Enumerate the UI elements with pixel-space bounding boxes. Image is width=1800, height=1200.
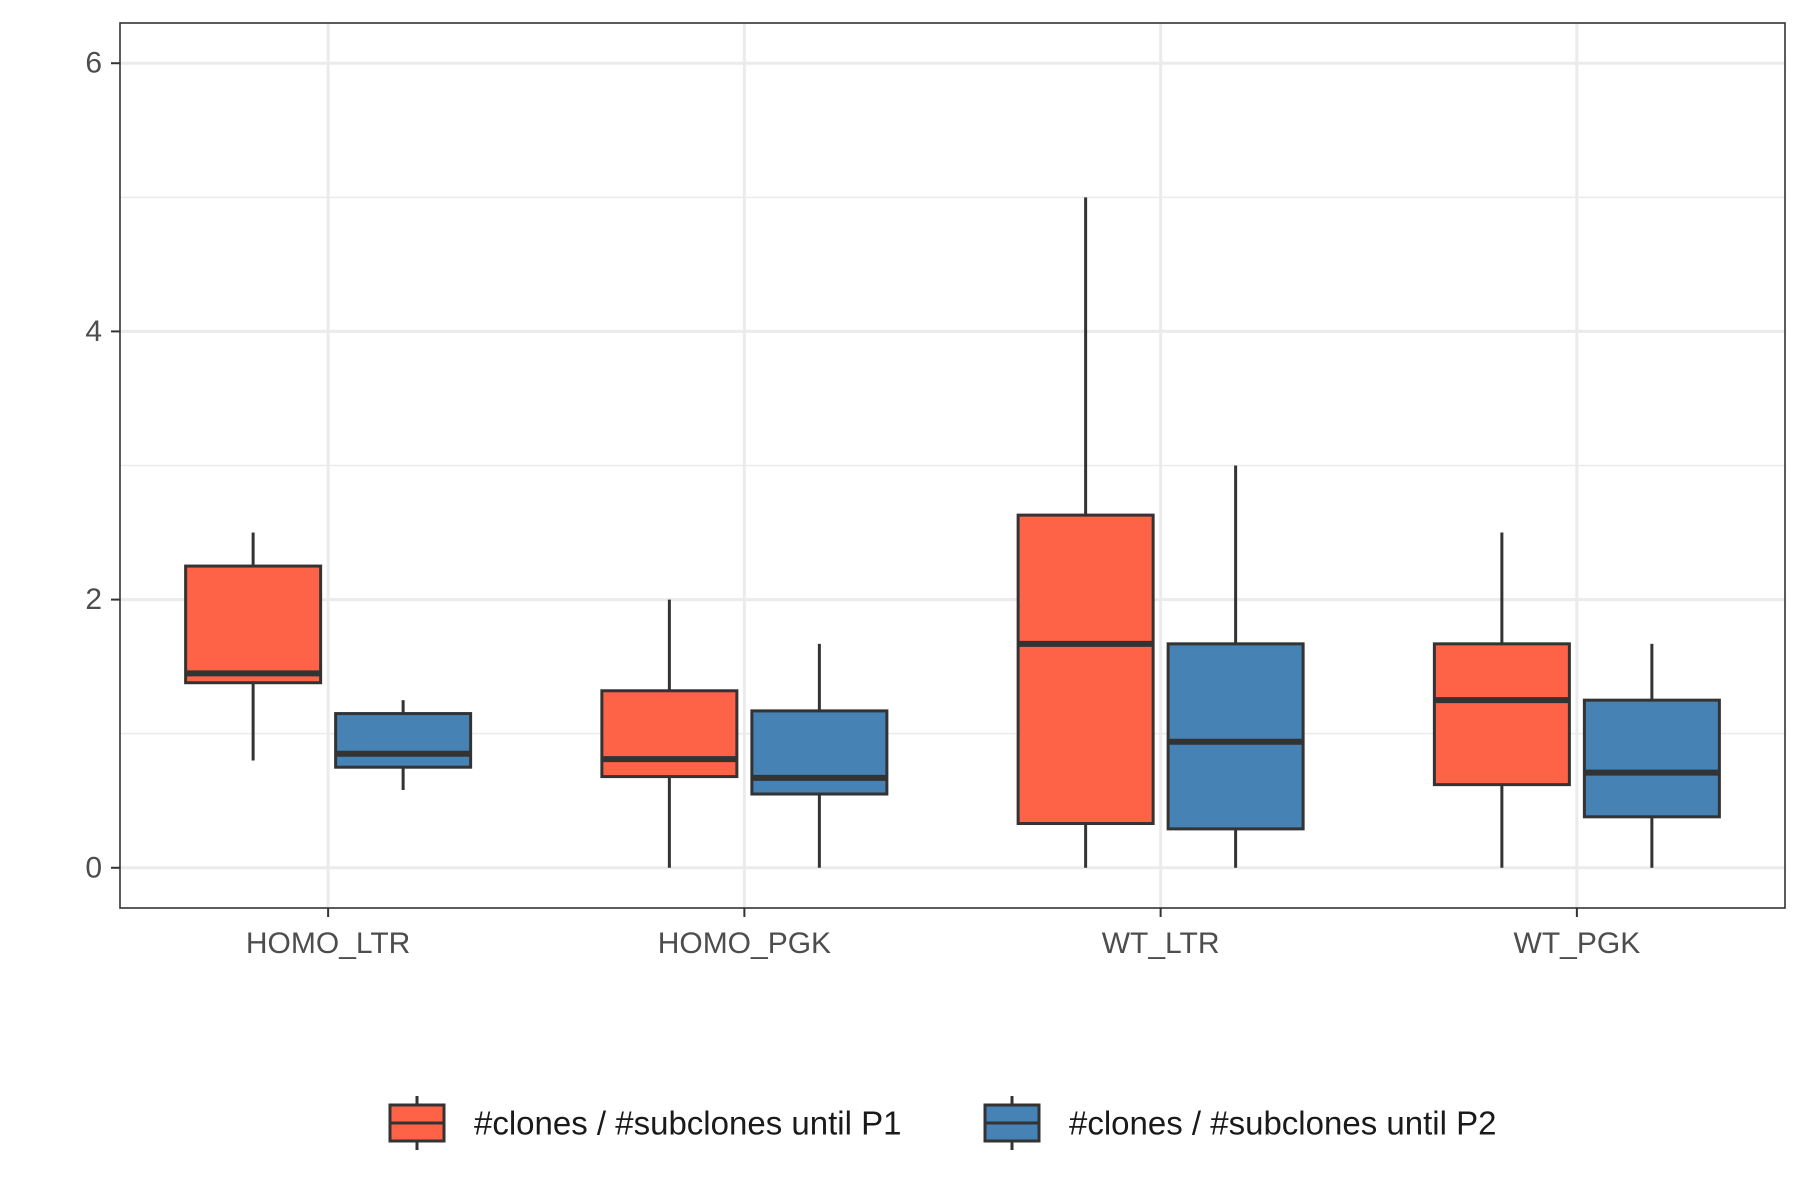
legend-label: #clones / #subclones until P2 bbox=[1069, 1105, 1496, 1142]
box-HOMO_LTR-series-1 bbox=[184, 532, 323, 761]
box-body bbox=[334, 712, 473, 769]
box-body bbox=[1016, 513, 1155, 826]
box-body bbox=[1432, 642, 1571, 787]
y-tick-label: 6 bbox=[85, 47, 102, 80]
box-WT_LTR-series-1 bbox=[1016, 197, 1155, 868]
x-tick-label: WT_LTR bbox=[1102, 927, 1220, 960]
panel-border bbox=[119, 22, 1786, 909]
grid bbox=[120, 23, 1785, 908]
y-tick-label: 0 bbox=[85, 851, 102, 884]
legend-label: #clones / #subclones until P1 bbox=[474, 1105, 901, 1142]
box-HOMO_PGK-series-1 bbox=[600, 599, 739, 868]
y-tick-label: 4 bbox=[85, 315, 102, 348]
x-tick-label: HOMO_PGK bbox=[658, 927, 831, 960]
legend-item-1: #clones / #subclones until P1 bbox=[388, 1096, 901, 1150]
legend-item-2: #clones / #subclones until P2 bbox=[983, 1096, 1496, 1150]
box-WT_PGK-series-1 bbox=[1432, 532, 1571, 868]
box-body bbox=[1166, 642, 1305, 831]
x-tick-label: WT_PGK bbox=[1514, 927, 1641, 960]
box-HOMO_LTR-series-2 bbox=[334, 700, 473, 790]
box-body bbox=[1582, 698, 1721, 819]
box-body bbox=[184, 564, 323, 685]
box-WT_LTR-series-2 bbox=[1166, 465, 1305, 868]
legend: #clones / #subclones until P1 #clones / #… bbox=[388, 1096, 1496, 1150]
y-tick-label: 2 bbox=[85, 583, 102, 616]
y-axis: 0 2 4 6 bbox=[85, 47, 120, 884]
x-tick-label: HOMO_LTR bbox=[246, 927, 410, 960]
box-HOMO_PGK-series-2 bbox=[750, 643, 889, 868]
x-axis: HOMO_LTR HOMO_PGK WT_LTR WT_PGK bbox=[246, 908, 1640, 960]
box-WT_PGK-series-2 bbox=[1582, 643, 1721, 868]
box-body bbox=[600, 689, 739, 779]
boxes bbox=[184, 197, 1721, 868]
box-body bbox=[750, 709, 889, 796]
